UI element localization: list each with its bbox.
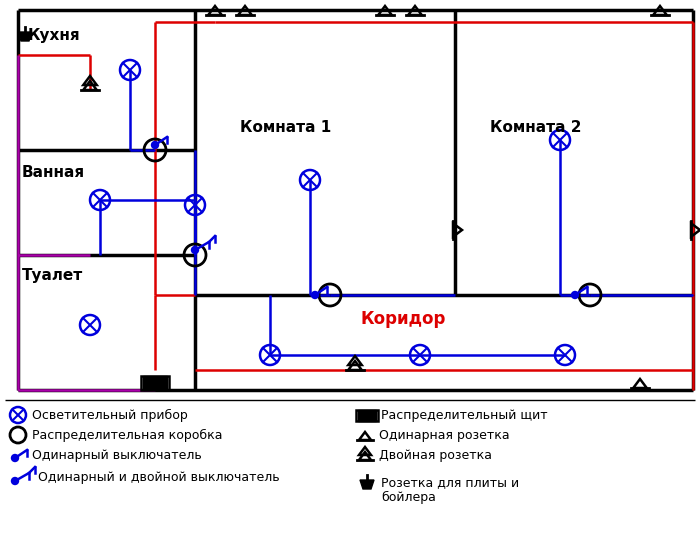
Polygon shape bbox=[18, 32, 32, 41]
Bar bbox=[143, 376, 167, 390]
Text: Осветительный прибор: Осветительный прибор bbox=[32, 408, 188, 422]
Text: Двойная розетка: Двойная розетка bbox=[379, 449, 492, 462]
Text: Комната 1: Комната 1 bbox=[240, 120, 331, 135]
Bar bbox=[141, 376, 169, 390]
Text: Ванная: Ванная bbox=[22, 165, 85, 180]
Circle shape bbox=[151, 142, 158, 149]
Circle shape bbox=[312, 291, 318, 299]
Text: Одинарный и двойной выключатель: Одинарный и двойной выключатель bbox=[38, 472, 279, 484]
Text: Распределительный щит: Распределительный щит bbox=[381, 408, 547, 422]
Text: Одинарная розетка: Одинарная розетка bbox=[379, 429, 510, 441]
Text: Комната 2: Комната 2 bbox=[490, 120, 582, 135]
Text: Розетка для плиты и
бойлера: Розетка для плиты и бойлера bbox=[381, 476, 519, 504]
Bar bbox=[358, 409, 376, 420]
Text: Туалет: Туалет bbox=[22, 268, 83, 283]
Circle shape bbox=[192, 246, 199, 253]
Circle shape bbox=[11, 455, 18, 462]
Polygon shape bbox=[360, 480, 374, 489]
Circle shape bbox=[11, 478, 18, 484]
Text: Коридор: Коридор bbox=[360, 310, 445, 328]
Bar bbox=[356, 409, 378, 420]
Circle shape bbox=[571, 291, 578, 299]
Text: Одинарный выключатель: Одинарный выключатель bbox=[32, 449, 202, 462]
Text: Распределительная коробка: Распределительная коробка bbox=[32, 429, 223, 441]
Text: Кухня: Кухня bbox=[28, 28, 80, 43]
